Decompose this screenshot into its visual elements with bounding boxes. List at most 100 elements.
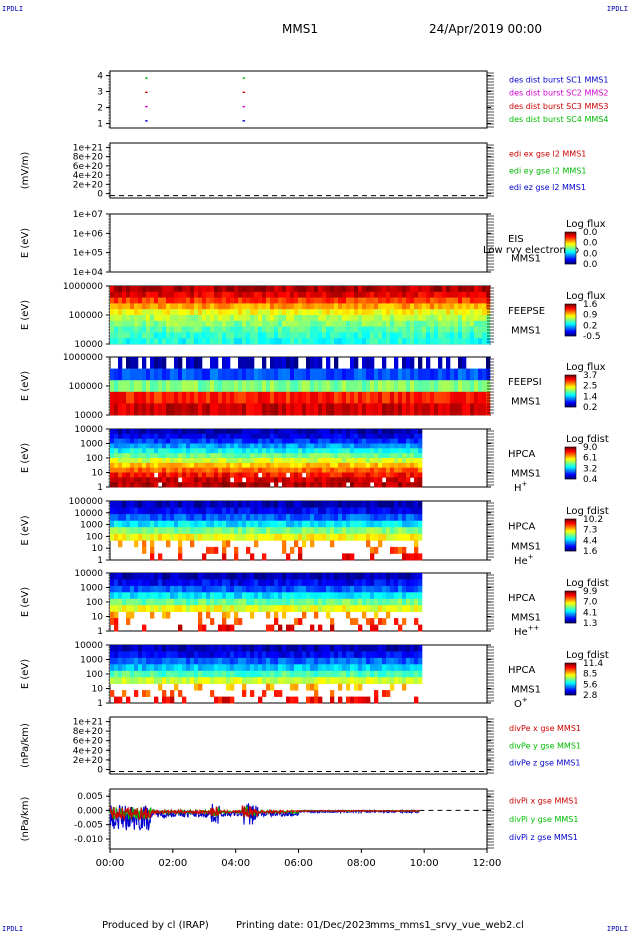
y-tick-label: 3: [97, 88, 103, 98]
y-tick-label: 100: [86, 598, 103, 608]
y-tick-label: 2e+20: [73, 756, 104, 766]
spectrogram-hpca_hepp: [110, 573, 423, 632]
spectrogram-hpca_he: [110, 501, 423, 561]
legend-entry-divpi: divPi z gse MMS1: [509, 833, 578, 842]
y-tick-label: 0: [97, 765, 103, 775]
y-axis-label-divpi: (nPa/km): [20, 797, 31, 842]
y-tick-label: 100000: [69, 382, 104, 392]
spacecraft-label-eis: MMS1: [511, 254, 541, 265]
species-label-hpca_o: O+: [514, 696, 528, 710]
colorbar-title-hpca_o: Log fdist: [566, 650, 609, 661]
colorbar-hpca_he: [564, 518, 577, 552]
instrument-label-hpca_hepp: HPCA: [508, 593, 536, 604]
colorbar-tick: 1.6: [583, 300, 598, 310]
y-tick-label: 6e+20: [73, 737, 104, 747]
spectrogram-feepsi: [110, 357, 491, 416]
y-tick-label: 10: [92, 544, 104, 554]
colorbar-frame: [564, 446, 577, 480]
colorbar-title-feepsi: Log flux: [566, 362, 606, 373]
colorbar-tick: 0.2: [583, 403, 597, 413]
y-tick-label: -0.005: [74, 821, 103, 831]
panel-frame-divpe: [109, 716, 488, 775]
legend-entry-divpe: divPe z gse MMS1: [509, 759, 580, 768]
corner-label-top-left: IPDLI: [2, 5, 24, 13]
y-tick-label: 100000: [69, 497, 104, 507]
species-label-hpca_hepp: He++: [514, 624, 540, 638]
instrument-label-eis: EIS: [508, 234, 524, 245]
colorbar-tick: 0.9: [583, 311, 598, 321]
colorbar-tick: 9.0: [583, 443, 598, 453]
y-tick-label: 1e+04: [73, 268, 104, 278]
panel-frame-eis: [109, 213, 488, 273]
plot-date: 24/Apr/2019 00:00: [429, 22, 543, 36]
y-axis-label-feepse: E (eV): [20, 300, 31, 330]
panel-frame-burst: [109, 70, 488, 129]
spectrogram-feepse: [110, 286, 491, 345]
colorbar-tick: 2.8: [583, 691, 598, 701]
divpi-trace-x: [109, 804, 420, 821]
legend-entry-edi: edi ey gse l2 MMS1: [509, 166, 587, 175]
y-tick-label: 10: [92, 469, 104, 479]
instrument-label-feepsi: FEEPSI: [508, 377, 542, 388]
spectrogram-hpca_o: [110, 645, 423, 704]
colorbar-frame: [564, 590, 577, 624]
colorbar-tick: 1.3: [583, 619, 597, 629]
colorbar-tick: 9.9: [583, 587, 598, 597]
footer-filename: mms_mms1_srvy_vue_web2.cl: [370, 920, 524, 931]
y-tick-label: 10: [92, 685, 104, 695]
x-tick-label: 08:00: [347, 858, 376, 869]
panel-frame-edi: [109, 142, 488, 199]
footer-produced-by: Produced by cl (IRAP): [102, 920, 209, 931]
legend-entry-burst: des dist burst SC1 MMS1: [509, 75, 608, 84]
panel-frame-divpi: [109, 788, 488, 850]
species-label-hpca_he: He+: [514, 553, 534, 567]
y-tick-label: 1000: [80, 656, 103, 666]
x-tick-label: 06:00: [284, 858, 313, 869]
colorbar-tick: 1.6: [583, 547, 598, 557]
y-tick-label: 4e+20: [73, 171, 104, 181]
colorbar-title-hpca_he: Log fdist: [566, 506, 609, 517]
y-tick-label: 100: [86, 454, 103, 464]
colorbar-title-hpca_hepp: Log fdist: [566, 578, 609, 589]
colorbar-tick: 0.0: [583, 239, 598, 249]
x-tick-label: 12:00: [473, 858, 502, 869]
y-tick-label: 1: [97, 556, 103, 566]
y-tick-label: 10000: [74, 425, 103, 435]
y-axis-label-divpe: (nPa/km): [20, 723, 31, 768]
y-axis-label-eis: E (eV): [20, 228, 31, 258]
y-tick-label: 10: [92, 613, 104, 623]
x-tick-label: 10:00: [410, 858, 439, 869]
y-tick-label: 0.005: [77, 792, 103, 802]
y-tick-label: 1: [97, 483, 103, 493]
y-tick-label: 6e+20: [73, 162, 104, 172]
legend-entry-divpe: divPe x gse MMS1: [509, 724, 581, 733]
legend-entry-divpi: divPi x gse MMS1: [509, 797, 578, 806]
legend-entry-burst: des dist burst SC2 MMS2: [509, 89, 608, 98]
legend-entry-divpi: divPi y gse MMS1: [509, 815, 578, 824]
legend-entry-edi: edi ex gse l2 MMS1: [509, 150, 586, 159]
legend-entry-edi: edi ez gse l2 MMS1: [509, 183, 586, 192]
colorbar-tick: 11.4: [583, 659, 603, 669]
colorbar-tick: 2.5: [583, 382, 597, 392]
species-label-hpca_h: H+: [514, 480, 528, 494]
spacecraft-label-feepsi: MMS1: [511, 397, 541, 408]
instrument-overlay-text: Low rvy electron to: [483, 245, 579, 256]
footer-printing-date: Printing date: 01/Dec/2023: [236, 920, 372, 931]
colorbar-tick: 3.2: [583, 464, 597, 474]
spacecraft-label-hpca_he: MMS1: [511, 541, 541, 552]
colorbar-eis: [564, 231, 577, 265]
y-tick-label: 1: [97, 119, 103, 129]
colorbar-hpca_hepp: [564, 590, 577, 624]
corner-label-top-right: IPDLI: [606, 5, 628, 13]
colorbar-tick: 0.0: [583, 228, 598, 238]
colorbar-title-feepse: Log flux: [566, 291, 606, 302]
y-axis-label-hpca_he: E (eV): [20, 515, 31, 545]
spacecraft-label-hpca_hepp: MMS1: [511, 613, 541, 624]
colorbar-tick: 7.0: [583, 598, 598, 608]
y-tick-label: 1000000: [63, 282, 103, 292]
y-tick-label: 1000: [80, 584, 103, 594]
colorbar-frame: [564, 231, 577, 265]
colorbar-frame: [564, 374, 577, 408]
colorbar-tick: 3.7: [583, 371, 597, 381]
colorbar-hpca_h: [564, 446, 577, 480]
